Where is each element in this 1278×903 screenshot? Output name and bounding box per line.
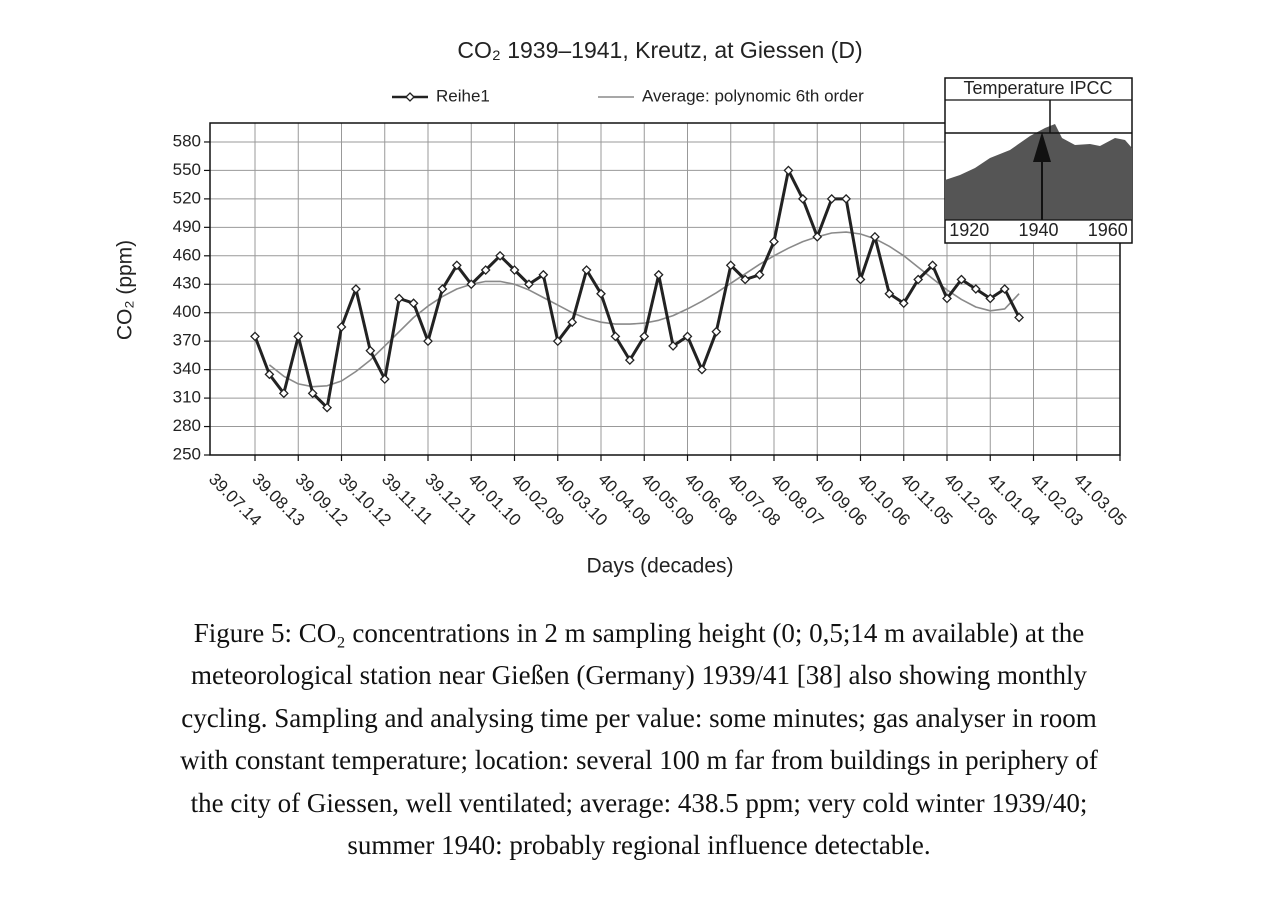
data-point	[293, 331, 304, 342]
data-point	[250, 331, 260, 342]
data-point	[538, 269, 549, 280]
y-tick-label: 550	[173, 160, 201, 179]
data-point	[754, 269, 765, 280]
y-tick-label: 400	[173, 302, 201, 321]
inset-title: Temperature IPCC	[963, 78, 1112, 98]
data-point	[711, 326, 722, 337]
data-point	[610, 331, 621, 342]
data-point	[797, 193, 808, 204]
data-point	[350, 284, 361, 294]
data-point	[307, 388, 318, 399]
caption-line: the city of Giessen, well ventilated; av…	[190, 787, 1088, 818]
data-point	[898, 298, 909, 309]
data-point	[379, 374, 390, 385]
y-tick-label: 490	[173, 217, 201, 236]
y-tick-label: 520	[173, 188, 201, 207]
legend-label: Average: polynomic 6th order	[642, 86, 864, 105]
data-point	[783, 165, 794, 176]
data-point	[985, 293, 996, 304]
data-point	[696, 364, 707, 375]
data-point	[336, 322, 347, 332]
data-point	[725, 260, 736, 271]
data-point	[509, 265, 520, 275]
data-point	[999, 284, 1010, 294]
data-point	[639, 331, 650, 342]
data-point	[913, 274, 924, 285]
legend-marker	[405, 92, 415, 102]
chart: CO₂ 1939–1941, Kreutz, at Giessen (D) Da…	[114, 37, 1133, 578]
chart-title: CO₂ 1939–1941, Kreutz, at Giessen (D)	[457, 37, 862, 63]
data-point	[278, 388, 289, 399]
y-tick-label: 340	[173, 359, 201, 378]
data-point	[365, 345, 376, 356]
y-tick-label: 370	[173, 331, 201, 350]
caption-line: summer 1940: probably regional influence…	[347, 830, 931, 861]
inset-tick-label: 1940	[1018, 220, 1058, 240]
inset-area	[945, 124, 1132, 220]
caption-line: cycling. Sampling and analysing time per…	[181, 702, 1097, 733]
data-point	[567, 317, 578, 328]
inset-arrow-head	[1033, 132, 1051, 162]
data-point	[322, 402, 333, 413]
data-point	[495, 250, 506, 261]
data-point	[437, 284, 448, 294]
data-point	[970, 284, 981, 294]
data-point	[624, 355, 635, 366]
data-point	[581, 265, 592, 275]
data-point	[826, 193, 837, 204]
data-point	[394, 293, 405, 304]
data-point	[855, 274, 866, 285]
y-tick-label: 580	[173, 131, 201, 150]
caption-line: Figure 5: CO₂ concentrations in 2 m samp…	[193, 618, 1085, 648]
data-point	[423, 336, 433, 347]
caption: Figure 5: CO₂ concentrations in 2 m samp…	[0, 612, 1278, 866]
inset-tick-label: 1960	[1088, 220, 1128, 240]
data-point	[596, 288, 606, 299]
data-point	[682, 331, 693, 342]
caption-line: with constant temperature; location: sev…	[180, 745, 1098, 776]
data-point	[942, 293, 952, 304]
data-point	[408, 298, 419, 309]
legend-label: Reihe1	[436, 86, 490, 105]
inset-tick-label: 1920	[949, 220, 989, 240]
data-point	[451, 260, 462, 271]
y-tick-label: 430	[173, 274, 201, 293]
trend-line	[268, 231, 1020, 388]
y-tick-label: 310	[173, 388, 201, 407]
data-point	[653, 269, 664, 280]
data-point	[552, 336, 563, 347]
y-tick-label: 250	[173, 444, 201, 463]
data-point	[927, 260, 938, 271]
x-axis-label: Days (decades)	[586, 555, 733, 578]
data-point	[956, 274, 967, 285]
data-point	[884, 288, 895, 299]
data-point	[466, 279, 477, 290]
data-point	[1014, 312, 1024, 323]
data-point	[841, 193, 852, 204]
caption-line: meteorological station near Gießen (Germ…	[190, 660, 1088, 691]
data-point	[523, 279, 534, 290]
y-axis-label: CO₂ (ppm)	[114, 240, 137, 340]
data-point	[812, 231, 823, 242]
plot-border	[209, 122, 1121, 456]
y-tick-label: 280	[173, 416, 201, 435]
data-point	[869, 231, 880, 242]
data-point	[480, 265, 491, 275]
data-point	[769, 236, 779, 247]
data-point	[740, 274, 751, 285]
data-point	[668, 340, 679, 351]
data-point	[264, 369, 275, 380]
y-tick-label: 460	[173, 245, 201, 264]
